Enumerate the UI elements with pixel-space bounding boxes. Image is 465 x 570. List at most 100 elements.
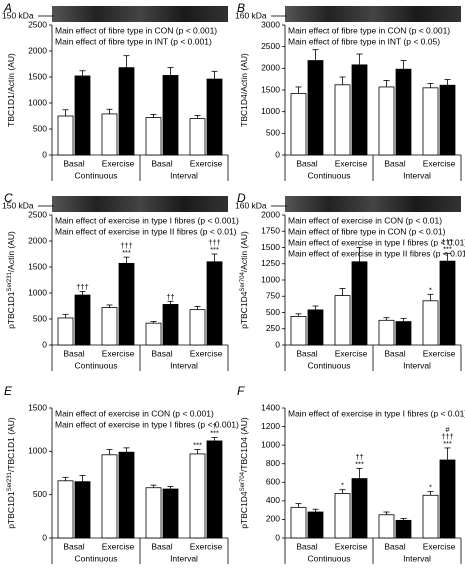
bar xyxy=(145,322,162,346)
panel-label: D xyxy=(237,191,246,205)
x-tick-label: Exercise xyxy=(102,348,135,358)
y-tick-label: 2500 xyxy=(261,41,280,51)
y-tick-label: 1750 xyxy=(261,226,280,236)
bar xyxy=(145,487,162,539)
y-tick-label: 0 xyxy=(275,532,280,542)
significance-symbol: *** xyxy=(193,441,202,450)
significance-symbol: † xyxy=(212,421,216,430)
bar xyxy=(439,84,456,156)
y-tick-label: 0 xyxy=(42,149,47,159)
bar xyxy=(351,64,368,156)
y-tick-label: 1400 xyxy=(261,402,280,412)
blot-label: 160 kDa xyxy=(235,10,267,20)
significance-symbol: ††† xyxy=(120,241,133,250)
bar xyxy=(307,511,324,539)
bar xyxy=(74,75,91,156)
y-tick-label: 600 xyxy=(266,477,280,487)
annotation: Main effect of exercise in type I fibres… xyxy=(55,215,239,225)
bar xyxy=(395,519,412,539)
panel-label: A xyxy=(3,1,12,15)
x-tick-label: Basal xyxy=(151,158,172,168)
bar xyxy=(334,493,351,539)
bar xyxy=(74,481,91,539)
x-tick-label: Exercise xyxy=(423,541,456,551)
significance-symbol: # xyxy=(445,425,450,434)
bar xyxy=(118,262,135,346)
x-tick-label: Exercise xyxy=(190,541,223,551)
significance-symbol: *** xyxy=(443,439,452,448)
significance-symbol: ††† xyxy=(441,237,454,246)
bar xyxy=(57,115,74,156)
annotation: Main effect of fibre type in INT (p < 0.… xyxy=(288,36,440,46)
y-axis-label-part: pTBC1D1 xyxy=(6,491,16,529)
bar xyxy=(189,309,206,346)
y-tick-label: 1500 xyxy=(261,84,280,94)
y-axis-label: TBC1D1/Actin (AU) xyxy=(6,53,16,127)
x-tick-label: Exercise xyxy=(423,158,456,168)
bar xyxy=(422,494,439,539)
y-tick-label: 750 xyxy=(266,291,280,301)
y-axis-label-part: Ser704 xyxy=(240,471,246,491)
x-tick-label: Basal xyxy=(63,348,84,358)
bar xyxy=(189,453,206,539)
annotation: Main effect of fibre type in CON (p < 0.… xyxy=(55,25,217,35)
y-tick-label: 1000 xyxy=(261,106,280,116)
bar xyxy=(162,304,179,346)
x-tick-label: Exercise xyxy=(335,348,368,358)
significance-symbol: * xyxy=(429,285,432,294)
y-tick-label: 2000 xyxy=(261,63,280,73)
y-tick-label: 1500 xyxy=(261,242,280,252)
y-axis-label-part: Ser231 xyxy=(7,471,13,491)
bar xyxy=(378,514,395,539)
annotation: Main effect of exercise in type II fibre… xyxy=(288,248,465,258)
y-axis-label-part: /TBC1D1 (AU) xyxy=(6,417,16,472)
y-axis-label-part: /Actin (AU) xyxy=(239,231,249,272)
bar xyxy=(378,86,395,156)
significance-symbol: ††† xyxy=(441,432,454,441)
significance-symbol: †† xyxy=(166,292,174,301)
y-tick-label: 200 xyxy=(266,514,280,524)
y-tick-label: 1000 xyxy=(261,439,280,449)
x-tick-label: Exercise xyxy=(423,348,456,358)
bar xyxy=(290,93,307,156)
blot-label: 150 kDa xyxy=(2,200,34,210)
blot-image xyxy=(285,196,461,212)
y-tick-label: 2000 xyxy=(261,209,280,219)
significance-symbol: *** xyxy=(210,428,219,437)
y-tick-label: 800 xyxy=(266,458,280,468)
annotation: Main effect of exercise in type I fibres… xyxy=(55,419,239,429)
y-tick-label: 500 xyxy=(33,123,47,133)
bar xyxy=(290,315,307,346)
y-tick-label: 500 xyxy=(33,313,47,323)
x-tick-label: Exercise xyxy=(335,158,368,168)
x-tick-label: Exercise xyxy=(102,158,135,168)
bar xyxy=(439,459,456,539)
bar xyxy=(439,260,456,346)
group-label: Continuous xyxy=(307,553,350,563)
x-tick-label: Basal xyxy=(151,348,172,358)
annotation: Main effect of exercise in CON (p < 0.00… xyxy=(55,408,214,418)
x-tick-label: Basal xyxy=(151,541,172,551)
bar xyxy=(351,261,368,346)
bar xyxy=(189,118,206,156)
significance-symbol: *** xyxy=(122,248,131,257)
y-tick-label: 500 xyxy=(33,489,47,499)
y-tick-label: 0 xyxy=(275,339,280,349)
significance-symbol: *** xyxy=(355,459,364,468)
annotation: Main effect of exercise in type II fibre… xyxy=(55,226,237,236)
group-label: Continuous xyxy=(307,360,350,370)
significance-symbol: * xyxy=(341,481,344,490)
y-tick-label: 1500 xyxy=(28,402,47,412)
y-axis-label: pTBC1D1Ser231/TBC1D1 (AU) xyxy=(6,417,16,529)
y-tick-label: 1500 xyxy=(28,71,47,81)
group-label: Interval xyxy=(170,360,198,370)
blot-label: 150 kDa xyxy=(2,10,34,20)
y-tick-label: 1000 xyxy=(261,274,280,284)
y-axis-label-part: pTBC1D1 xyxy=(6,291,16,329)
annotation: Main effect of fibre type in CON (p < 0.… xyxy=(288,25,450,35)
bar xyxy=(145,117,162,156)
bar xyxy=(162,488,179,539)
group-label: Interval xyxy=(403,360,431,370)
y-axis-label-part: pTBC1D4 xyxy=(239,491,249,529)
